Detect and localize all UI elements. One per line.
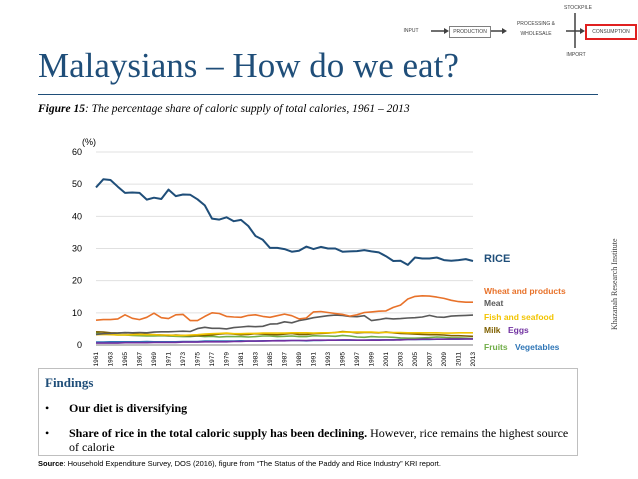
- y-axis-label: (%): [82, 137, 96, 147]
- x-tick-label: 2011: [456, 352, 463, 366]
- x-tick-label: 1971: [166, 352, 173, 367]
- x-tick-label: 1961: [93, 352, 100, 367]
- figure-caption: Figure 15: The percentage share of calor…: [38, 103, 410, 115]
- x-tick-label: 1981: [238, 352, 245, 367]
- x-tick-label: 1993: [325, 352, 332, 367]
- label-fish: Fish and seafood: [484, 312, 554, 322]
- figure-label: Figure 15: [38, 103, 85, 115]
- bullet-marker: •: [45, 401, 50, 415]
- series-line-wheat-and-products: [95, 294, 473, 322]
- x-tick-label: 1991: [311, 352, 318, 367]
- findings-title: Findings: [45, 375, 94, 390]
- flow-input: INPUT: [394, 26, 428, 36]
- figure-caption-text: : The percentage share of caloric supply…: [84, 103, 410, 115]
- chart-x-ticks: 1961 1963 1965 1967 1969 1971 1973 1975 1977 1979…: [93, 352, 477, 367]
- source-text: : Household Expenditure Survey, DOS (201…: [63, 459, 441, 468]
- chart-gridlines: [96, 151, 473, 346]
- finding-2-rest: However, rice remains the highest source…: [69, 426, 569, 454]
- finding-2-bold: Share of rice in the total caloric suppl…: [69, 426, 368, 440]
- y-tick-label: 60: [72, 147, 82, 157]
- flow-processing-line1: PROCESSING &: [516, 21, 556, 27]
- y-tick-label: 20: [72, 276, 82, 286]
- flow-production: PRODUCTION: [449, 26, 491, 38]
- label-milk: Milk: [484, 325, 501, 335]
- y-tick-label: 40: [72, 211, 82, 221]
- side-credit: Khazanah Research Institute: [610, 238, 619, 330]
- x-tick-label: 1985: [267, 352, 274, 367]
- label-fruits: Fruits: [484, 342, 508, 352]
- x-tick-label: 1983: [253, 352, 260, 367]
- series-line-rice: [95, 178, 474, 266]
- x-tick-label: 2007: [427, 352, 434, 367]
- label-rice: RICE: [484, 253, 510, 265]
- series-labels: RICE Wheat and products Meat Fish and se…: [484, 253, 566, 352]
- flow-processing: PROCESSING & WHOLESALE: [507, 19, 565, 41]
- flow-import: IMPORT: [561, 50, 591, 60]
- series-line-fruits: [95, 332, 474, 340]
- y-tick-label: 30: [72, 244, 82, 254]
- series-line-meat: [95, 314, 474, 336]
- x-tick-label: 1973: [180, 352, 187, 367]
- label-meat: Meat: [484, 298, 504, 308]
- label-wheat: Wheat and products: [484, 286, 566, 296]
- flow-consumption: CONSUMPTION: [585, 24, 637, 40]
- x-tick-label: 1969: [151, 352, 158, 367]
- chart-y-ticks: 0 10 20 30 40 50 60: [72, 147, 82, 350]
- x-tick-label: 2005: [412, 352, 419, 367]
- supply-chain-flow: INPUT PRODUCTION PROCESSING & WHOLESALE …: [394, 0, 638, 62]
- series-line-eggs: [96, 338, 473, 344]
- label-vegetables: Vegetables: [515, 342, 560, 352]
- flow-stockpile: STOCKPILE: [561, 3, 595, 13]
- x-tick-label: 2013: [470, 352, 477, 367]
- x-tick-label: 2003: [398, 352, 405, 367]
- chart-series: [95, 178, 474, 344]
- x-tick-label: 2001: [383, 352, 390, 367]
- x-tick-label: 1987: [282, 352, 289, 367]
- x-tick-label: 1989: [296, 352, 303, 367]
- x-tick-label: 1963: [108, 352, 115, 367]
- x-tick-label: 1965: [122, 352, 129, 367]
- source-label: Source: [38, 459, 64, 468]
- bullet-marker: •: [45, 426, 50, 440]
- x-tick-label: 1995: [340, 352, 347, 367]
- source-note: Source: Household Expenditure Survey, DO…: [38, 459, 441, 468]
- x-tick-label: 1997: [354, 352, 361, 367]
- x-tick-label: 1975: [195, 352, 202, 367]
- y-tick-label: 10: [72, 308, 82, 318]
- title-divider: [38, 94, 598, 95]
- x-tick-label: 2009: [441, 352, 448, 367]
- label-eggs: Eggs: [508, 325, 529, 335]
- series-line-fish-and-seafood: [95, 331, 473, 337]
- page-title: Malaysians – How do we eat?: [38, 46, 459, 85]
- x-tick-label: 1977: [209, 352, 216, 367]
- x-tick-label: 1979: [224, 352, 231, 367]
- y-tick-label: 0: [77, 340, 82, 350]
- findings-box: Findings • Our diet is diversifying • Sh…: [38, 368, 578, 456]
- flow-arrows: [431, 13, 585, 48]
- flow-processing-line2: WHOLESALE: [520, 31, 552, 37]
- x-tick-label: 1999: [369, 352, 376, 367]
- x-tick-label: 1967: [137, 352, 144, 367]
- y-tick-label: 50: [72, 179, 82, 189]
- finding-1-text: Our diet is diversifying: [69, 401, 188, 415]
